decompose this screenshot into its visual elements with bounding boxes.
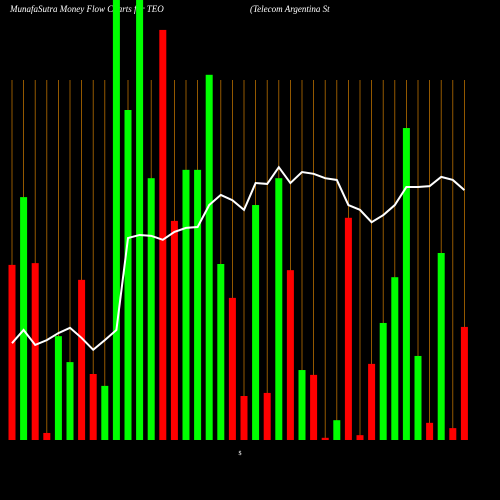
bar bbox=[78, 279, 86, 440]
chart-subtitle: (Telecom Argentina St bbox=[250, 4, 330, 14]
bar bbox=[54, 336, 62, 440]
bar bbox=[182, 169, 190, 440]
x-axis-label: $ bbox=[239, 450, 242, 457]
bar bbox=[147, 178, 155, 440]
bar bbox=[321, 437, 329, 440]
bar bbox=[136, 0, 144, 440]
bar bbox=[31, 263, 39, 440]
bar bbox=[112, 0, 120, 440]
bar bbox=[217, 264, 225, 440]
bar bbox=[286, 270, 294, 440]
bar bbox=[66, 362, 74, 440]
bar bbox=[298, 370, 306, 440]
bar bbox=[368, 363, 376, 440]
bar bbox=[8, 264, 16, 440]
money-flow-line bbox=[11, 165, 466, 352]
bar bbox=[437, 253, 445, 440]
bar bbox=[379, 322, 387, 440]
bar bbox=[356, 435, 364, 440]
bar bbox=[228, 297, 236, 440]
bar bbox=[101, 385, 109, 440]
bar bbox=[252, 205, 260, 440]
bar bbox=[20, 197, 28, 440]
bar bbox=[275, 178, 283, 440]
chart-title: MunafaSutra Money Flow Charts for TEO bbox=[9, 4, 164, 14]
bar bbox=[402, 128, 410, 441]
bar bbox=[460, 326, 468, 440]
bar bbox=[344, 217, 352, 440]
bar bbox=[124, 110, 132, 440]
bar bbox=[205, 74, 213, 441]
bar bbox=[159, 29, 167, 440]
bar bbox=[333, 420, 341, 440]
bar bbox=[414, 355, 422, 440]
bar bbox=[170, 220, 178, 440]
bar bbox=[194, 169, 202, 440]
bar bbox=[310, 374, 318, 440]
bar bbox=[43, 432, 51, 440]
bar bbox=[240, 396, 248, 440]
bar bbox=[263, 392, 271, 440]
bar bbox=[89, 374, 97, 440]
bar bbox=[449, 428, 457, 440]
bar bbox=[391, 277, 399, 440]
bar bbox=[426, 422, 434, 440]
